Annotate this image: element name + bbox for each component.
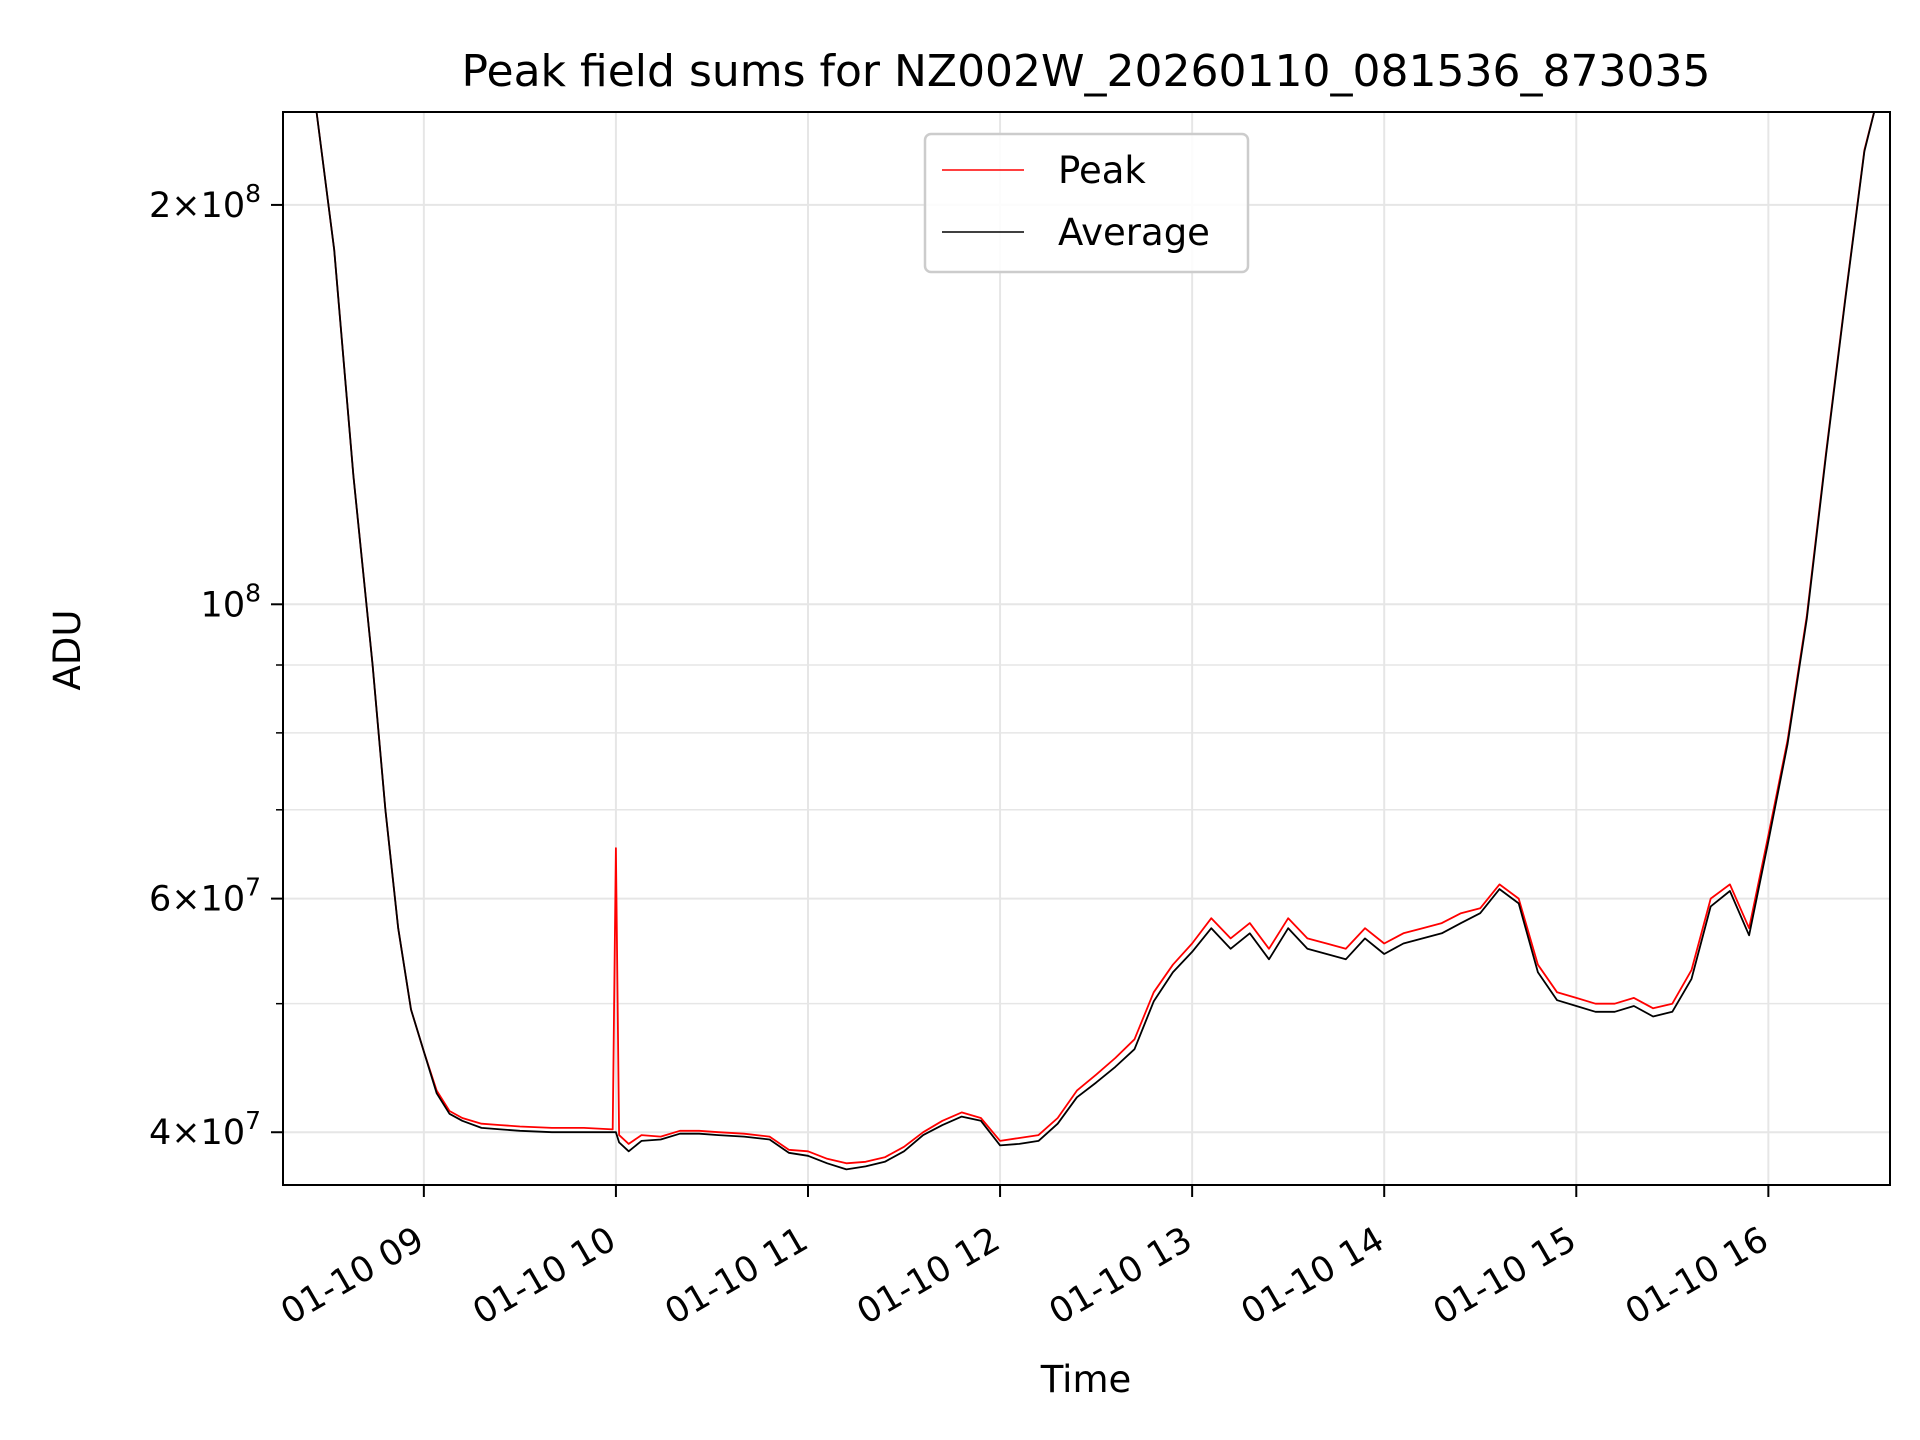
plot-frame: [282, 111, 1891, 1186]
legend-label-average: Average: [1058, 211, 1210, 254]
series-layer: [315, 112, 1876, 1171]
y-tick-label: 2×108: [149, 179, 261, 226]
y-tick-label: 4×107: [149, 1106, 261, 1153]
chart-title: Peak field sums for NZ002W_20260110_0815…: [462, 46, 1711, 97]
y-tick-label: 108: [201, 578, 261, 625]
y-axis-label: ADU: [46, 610, 89, 691]
legend: Peak Average: [923, 132, 1250, 274]
x-axis-label: Time: [1040, 1358, 1132, 1401]
y-tick-label: 6×107: [149, 873, 261, 920]
legend-label-peak: Peak: [1058, 149, 1146, 192]
series-line-peak: [315, 112, 1876, 1165]
series-line-average: [315, 112, 1876, 1171]
legend-box: [923, 132, 1250, 274]
